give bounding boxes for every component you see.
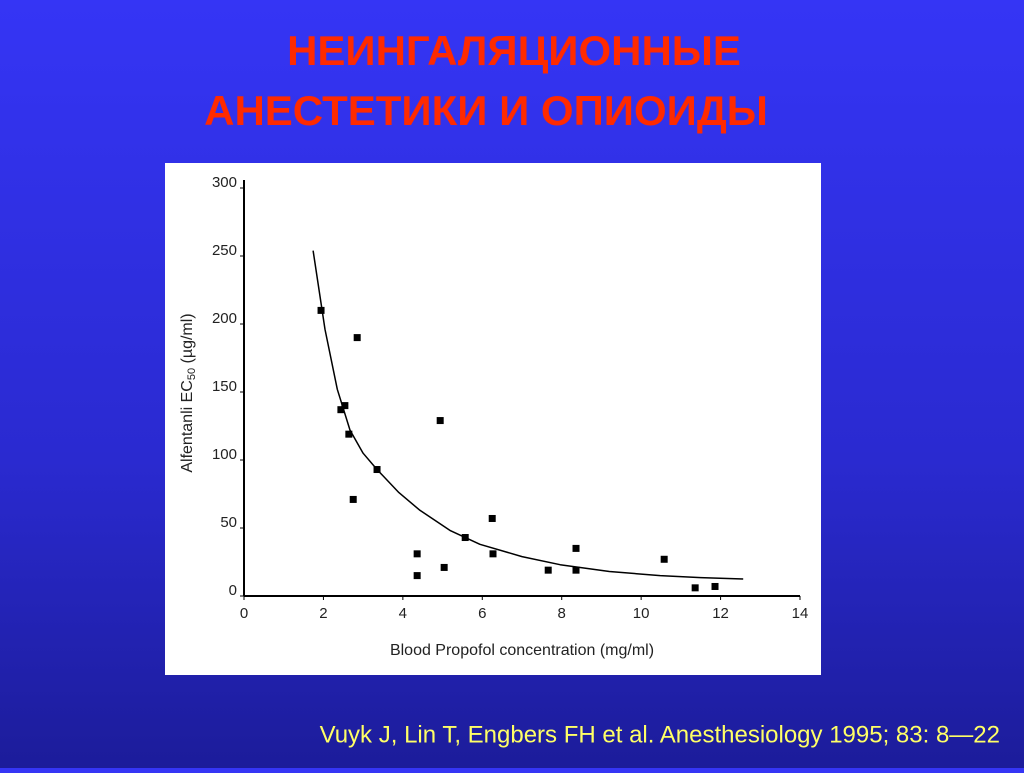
x-tick-label: 2 <box>319 605 327 622</box>
x-tick-label: 12 <box>712 605 729 622</box>
citation: Vuyk J, Lin T, Engbers FH et al. Anesthe… <box>320 721 1000 748</box>
data-point <box>353 334 361 342</box>
title-line: НЕИНГАЛЯЦИОННЫЕ <box>287 27 741 74</box>
x-tick-label: 8 <box>558 605 566 622</box>
data-point <box>349 495 357 503</box>
x-tick-label: 14 <box>792 605 809 622</box>
y-tick-label: 300 <box>212 174 237 191</box>
x-tick-label: 4 <box>399 605 407 622</box>
data-point <box>413 572 421 580</box>
data-point <box>337 406 345 414</box>
y-tick-label: 200 <box>212 310 237 327</box>
data-point <box>489 550 497 558</box>
data-point <box>345 430 353 438</box>
data-point <box>440 563 448 571</box>
y-label-sub: 50 <box>186 368 198 380</box>
data-point <box>544 566 552 574</box>
data-point <box>572 566 580 574</box>
data-point <box>691 584 699 592</box>
data-point <box>461 534 469 542</box>
title-line: АНЕСТЕТИКИ И ОПИОИДЫ <box>204 87 768 134</box>
data-point <box>317 306 325 314</box>
x-axis-label: Blood Propofol concentration (mg/ml) <box>390 642 654 659</box>
y-tick-label: 0 <box>229 582 237 599</box>
data-point <box>488 514 496 522</box>
data-point <box>572 544 580 552</box>
data-point <box>711 582 719 590</box>
y-tick-label: 50 <box>220 514 237 531</box>
y-axis-label: Alfentanli EC50 (µg/ml) <box>179 313 198 472</box>
y-label-main: Alfentanli EC <box>179 380 196 473</box>
y-tick-label: 100 <box>212 446 237 463</box>
data-point <box>341 402 349 410</box>
data-point <box>373 466 381 474</box>
data-point <box>436 417 444 425</box>
chart-panel <box>165 163 821 675</box>
data-point <box>413 550 421 558</box>
x-tick-label: 0 <box>240 605 248 622</box>
y-tick-label: 150 <box>212 378 237 395</box>
data-point <box>660 555 668 563</box>
x-tick-label: 6 <box>478 605 486 622</box>
y-label-unit: (µg/ml) <box>179 313 196 368</box>
y-tick-label: 250 <box>212 242 237 259</box>
x-tick-label: 10 <box>633 605 650 622</box>
